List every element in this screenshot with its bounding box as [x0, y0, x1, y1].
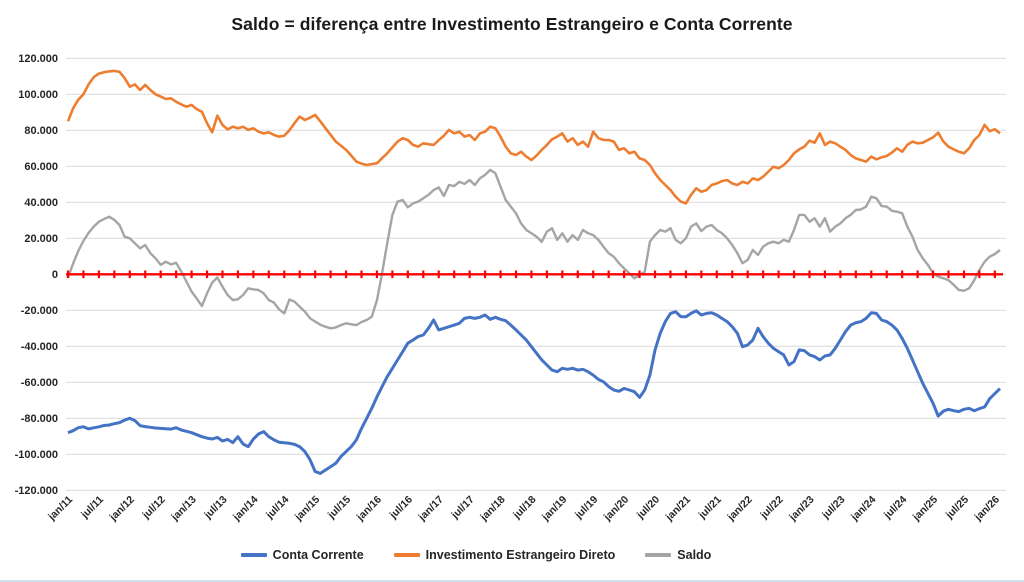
y-tick-label: 100.000 — [18, 89, 58, 101]
y-tick-label: 60.000 — [24, 161, 58, 173]
legend-line-swatch — [393, 553, 420, 557]
legend-item-investimento-estrangeiro-direto: Investimento Estrangeiro Direto — [393, 548, 616, 562]
series-line-investimento-estrangeiro-direto — [66, 69, 1001, 205]
x-tick-label: jan/12 — [107, 494, 137, 524]
x-tick-label: jul/11 — [78, 494, 106, 522]
x-tick-label: jul/13 — [201, 494, 229, 522]
x-tick-label: jul/12 — [140, 494, 168, 522]
y-tick-label: -120.000 — [15, 485, 58, 497]
x-tick-label: jul/16 — [387, 494, 415, 522]
x-tick-label: jan/23 — [786, 494, 816, 524]
chart-legend: Conta Corrente Investimento Estrangeiro D… — [0, 548, 988, 562]
y-tick-label: 40.000 — [24, 197, 58, 209]
x-tick-label: jan/17 — [416, 494, 446, 524]
x-tick-label: jan/11 — [45, 494, 75, 524]
y-tick-label: -80.000 — [21, 413, 58, 425]
x-tick-label: jan/15 — [292, 494, 322, 524]
x-tick-label: jul/24 — [881, 494, 909, 522]
x-tick-label: jan/14 — [230, 494, 260, 524]
chart-title: Saldo = diferença entre Investimento Est… — [231, 14, 793, 34]
legend-item-saldo: Saldo — [645, 548, 711, 562]
x-tick-label: jan/21 — [663, 494, 693, 524]
x-tick-label: jul/17 — [449, 494, 477, 522]
x-tick-label: jul/23 — [819, 494, 847, 522]
y-tick-label: 120.000 — [18, 53, 58, 65]
legend-label: Investimento Estrangeiro Direto — [425, 548, 616, 562]
x-tick-label: jul/20 — [634, 494, 662, 522]
legend-line-swatch — [645, 553, 672, 557]
y-tick-label: -20.000 — [21, 305, 58, 317]
y-tick-label: 20.000 — [24, 233, 58, 245]
x-tick-label: jan/26 — [972, 494, 1002, 524]
x-tick-label: jan/25 — [910, 494, 940, 524]
x-tick-label: jul/22 — [758, 494, 786, 522]
x-tick-label: jan/18 — [477, 494, 507, 524]
y-tick-label: -100.000 — [15, 449, 58, 461]
x-tick-label: jan/16 — [354, 494, 384, 524]
x-tick-label: jan/22 — [725, 494, 755, 524]
series-line-saldo — [66, 168, 1001, 330]
y-tick-label: -60.000 — [21, 377, 58, 389]
x-tick-label: jul/21 — [696, 494, 724, 522]
x-tick-label: jul/14 — [263, 494, 291, 522]
y-tick-label: 0 — [52, 269, 58, 281]
y-tick-label: -40.000 — [21, 341, 58, 353]
x-tick-label: jul/15 — [325, 494, 353, 522]
series-line-conta-corrente — [67, 309, 1002, 475]
x-tick-label: jul/25 — [943, 494, 971, 522]
x-tick-label: jan/20 — [601, 494, 631, 524]
x-tick-label: jan/19 — [539, 494, 569, 524]
x-tick-label: jan/13 — [168, 494, 198, 524]
x-tick-label: jul/18 — [510, 494, 538, 522]
legend-line-swatch — [240, 553, 267, 557]
legend-label: Saldo — [677, 548, 712, 562]
x-tick-label: jan/24 — [848, 494, 878, 524]
y-tick-label: 80.000 — [24, 125, 58, 137]
legend-label: Conta Corrente — [272, 548, 364, 562]
x-tick-label: jul/19 — [572, 494, 600, 522]
legend-item-conta-corrente: Conta Corrente — [240, 548, 364, 562]
